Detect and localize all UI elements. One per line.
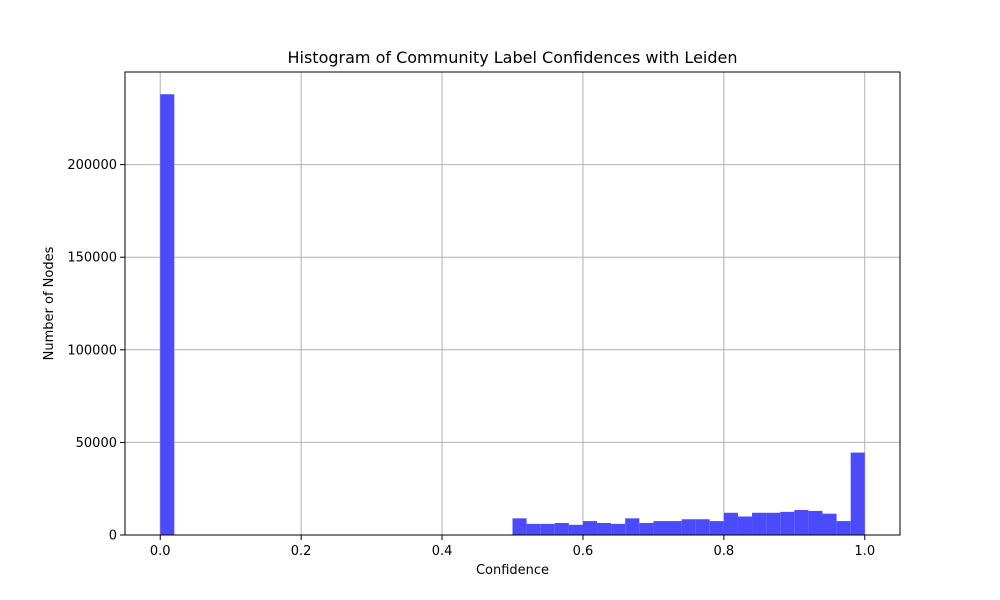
histogram-bar (653, 521, 668, 535)
histogram-bar (512, 518, 527, 535)
histogram-bar (540, 523, 555, 535)
histogram-bar (568, 524, 583, 535)
histogram-bar (625, 518, 640, 535)
x-tick-label: 0.6 (573, 544, 594, 559)
histogram-bar (737, 516, 753, 535)
y-tick-label: 200000 (67, 158, 117, 173)
histogram-bar (780, 511, 795, 535)
y-tick-label: 150000 (67, 251, 117, 266)
x-tick-label: 0.2 (291, 544, 312, 559)
histogram-bar (836, 521, 851, 535)
grid-lines (125, 72, 900, 536)
histogram-bar (794, 509, 809, 535)
y-tick-label: 50000 (76, 436, 117, 451)
histogram-bar (752, 512, 767, 535)
chart-title: Histogram of Community Label Confidences… (287, 48, 737, 67)
histogram-bar (611, 523, 626, 535)
histogram-bar (723, 512, 738, 535)
y-axis-ticks: 0 50000 100000 150000 200000 (67, 158, 125, 544)
y-tick-label: 100000 (67, 343, 117, 358)
histogram-bar (597, 522, 612, 535)
y-tick-label: 0 (109, 529, 117, 544)
histogram-bar (695, 519, 710, 535)
histogram-bar (526, 523, 541, 535)
x-tick-label: 0.8 (714, 544, 735, 559)
histogram-bar (582, 521, 598, 535)
y-axis-label: Number of Nodes (42, 246, 57, 360)
histogram-bar (822, 513, 837, 535)
x-tick-label: 0.4 (432, 544, 453, 559)
plot-frame (124, 71, 901, 536)
histogram-bar (850, 452, 865, 535)
histogram-bar (681, 519, 696, 535)
histogram-bars (160, 94, 865, 535)
x-tick-label: 0.0 (150, 544, 171, 559)
histogram-bar (667, 521, 682, 535)
histogram-bar (808, 510, 823, 535)
histogram-bar (554, 522, 569, 535)
x-tick-label: 1.0 (854, 544, 875, 559)
x-axis-label: Confidence (476, 563, 549, 578)
histogram-bar (709, 521, 724, 535)
histogram-bar (160, 94, 175, 535)
histogram-bar (766, 512, 781, 535)
x-axis-ticks: 0.0 0.2 0.4 0.6 0.8 1.0 (150, 535, 875, 559)
histogram-bar (639, 522, 654, 535)
